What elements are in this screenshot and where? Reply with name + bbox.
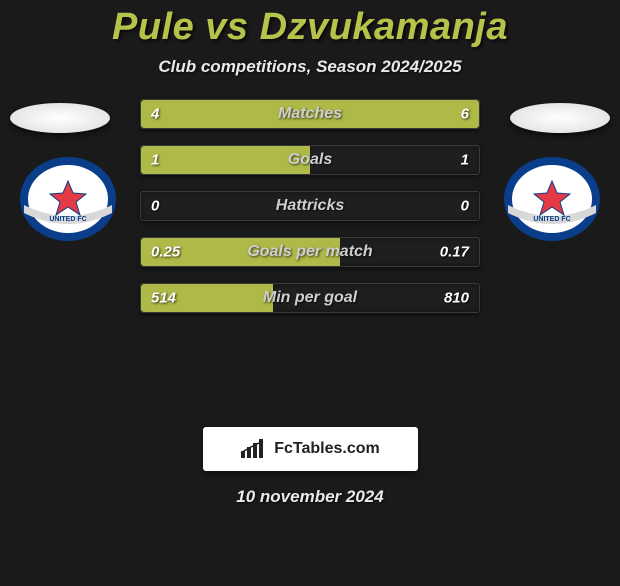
- club-badge-left: SUPERSPORT UNITED FC: [18, 155, 118, 243]
- stat-label: Hattricks: [276, 197, 344, 215]
- player-avatar-left: [10, 103, 110, 133]
- stat-bar-left: [141, 146, 310, 174]
- stat-value-right: 6: [461, 106, 469, 123]
- date-text: 10 november 2024: [0, 487, 620, 507]
- stat-value-right: 1: [461, 152, 469, 169]
- page-subtitle: Club competitions, Season 2024/2025: [0, 57, 620, 77]
- stat-value-left: 4: [151, 106, 159, 123]
- brand-card: FcTables.com: [203, 427, 418, 471]
- svg-text:UNITED FC: UNITED FC: [533, 216, 570, 223]
- stat-row: 1 Goals 1: [140, 145, 480, 175]
- stat-label: Goals: [288, 151, 332, 169]
- stat-bar-left: [141, 100, 276, 128]
- stat-row: 4 Matches 6: [140, 99, 480, 129]
- stat-rows: 4 Matches 6 1 Goals 1 0 Hattricks 0 0.25 Goals per…: [140, 99, 480, 329]
- brand-text: FcTables.com: [274, 440, 380, 458]
- chart-icon: [240, 439, 268, 459]
- stat-label: Matches: [278, 105, 342, 123]
- stat-value-left: 1: [151, 152, 159, 169]
- player-avatar-right: [510, 103, 610, 133]
- stat-label: Min per goal: [263, 289, 357, 307]
- club-badge-svg: SUPERSPORT UNITED FC: [18, 155, 118, 243]
- stat-label: Goals per match: [247, 243, 372, 261]
- stat-row: 514 Min per goal 810: [140, 283, 480, 313]
- stat-value-right: 810: [444, 290, 469, 307]
- stat-row: 0.25 Goals per match 0.17: [140, 237, 480, 267]
- stat-value-right: 0: [461, 198, 469, 215]
- stat-value-left: 0: [151, 198, 159, 215]
- club-badge-right: SUPERSPORT UNITED FC: [502, 155, 602, 243]
- svg-text:UNITED FC: UNITED FC: [49, 216, 86, 223]
- stat-value-right: 0.17: [440, 244, 469, 261]
- comparison-stage: SUPERSPORT UNITED FC SUPERSPORT UNITED F…: [0, 99, 620, 419]
- page-title: Pule vs Dzvukamanja: [0, 6, 620, 49]
- stat-value-left: 0.25: [151, 244, 180, 261]
- stat-row: 0 Hattricks 0: [140, 191, 480, 221]
- stat-value-left: 514: [151, 290, 176, 307]
- club-badge-svg: SUPERSPORT UNITED FC: [502, 155, 602, 243]
